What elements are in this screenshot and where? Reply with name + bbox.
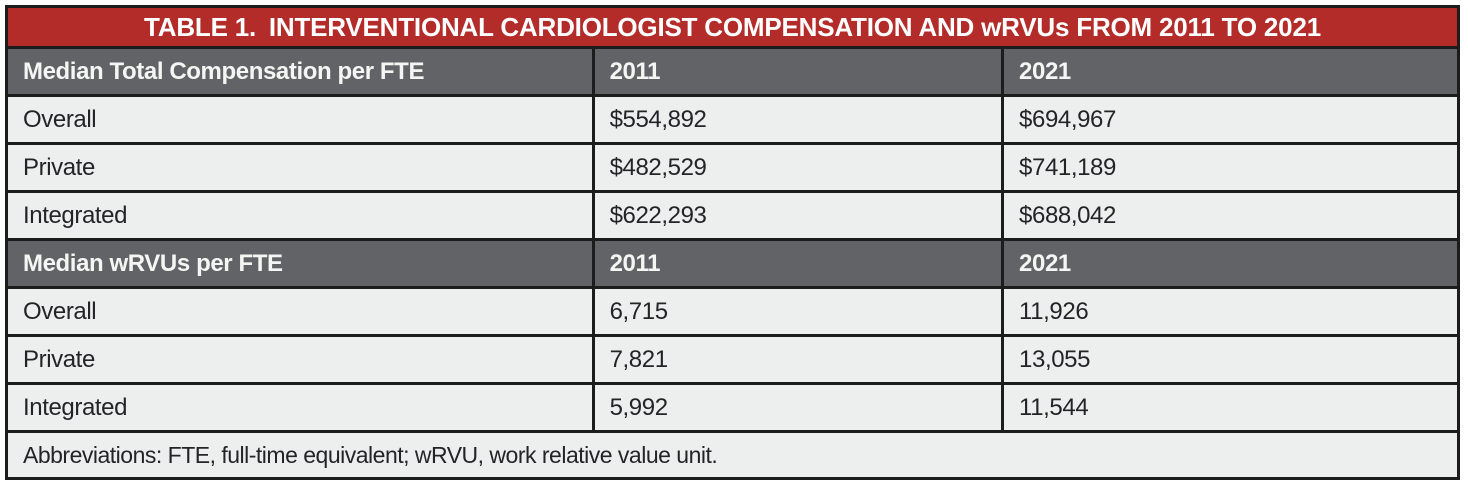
value-2011: 6,715 <box>591 286 1005 338</box>
column-header-2021: 2021 <box>1001 238 1460 290</box>
value-2011: $622,293 <box>591 190 1005 242</box>
column-header-2011: 2011 <box>591 45 1005 98</box>
section-label-compensation: Median Total Compensation per FTE <box>5 45 595 98</box>
section-header-compensation: Median Total Compensation per FTE 2011 2… <box>5 45 1460 98</box>
table-row: Overall 6,715 11,926 <box>5 286 1460 338</box>
table-row: Integrated 5,992 11,544 <box>5 382 1460 434</box>
column-header-2011: 2011 <box>591 238 1005 290</box>
value-2011: $554,892 <box>591 94 1005 146</box>
value-2011: 7,821 <box>591 334 1005 386</box>
value-2021: $694,967 <box>1001 94 1460 146</box>
table-row: Overall $554,892 $694,967 <box>5 94 1460 146</box>
value-2011: 5,992 <box>591 382 1005 434</box>
table-footnote-row: Abbreviations: FTE, full-time equivalent… <box>5 430 1460 480</box>
value-2011: $482,529 <box>591 142 1005 194</box>
row-label: Integrated <box>5 382 595 434</box>
table-title: TABLE 1. INTERVENTIONAL CARDIOLOGIST COM… <box>5 5 1460 49</box>
value-2021: 11,544 <box>1001 382 1460 434</box>
row-label: Private <box>5 142 595 194</box>
column-header-2021: 2021 <box>1001 45 1460 98</box>
value-2021: $741,189 <box>1001 142 1460 194</box>
table-row: Integrated $622,293 $688,042 <box>5 190 1460 242</box>
section-label-wrvus: Median wRVUs per FTE <box>5 238 595 290</box>
value-2021: 13,055 <box>1001 334 1460 386</box>
table-title-row: TABLE 1. INTERVENTIONAL CARDIOLOGIST COM… <box>5 5 1460 49</box>
row-label: Integrated <box>5 190 595 242</box>
section-header-wrvus: Median wRVUs per FTE 2011 2021 <box>5 238 1460 290</box>
compensation-wrvu-table: TABLE 1. INTERVENTIONAL CARDIOLOGIST COM… <box>5 5 1460 480</box>
value-2021: 11,926 <box>1001 286 1460 338</box>
table-figure: TABLE 1. INTERVENTIONAL CARDIOLOGIST COM… <box>5 5 1460 480</box>
value-2021: $688,042 <box>1001 190 1460 242</box>
row-label: Private <box>5 334 595 386</box>
table-row: Private $482,529 $741,189 <box>5 142 1460 194</box>
abbreviations-footnote: Abbreviations: FTE, full-time equivalent… <box>5 430 1460 480</box>
table-row: Private 7,821 13,055 <box>5 334 1460 386</box>
row-label: Overall <box>5 286 595 338</box>
row-label: Overall <box>5 94 595 146</box>
